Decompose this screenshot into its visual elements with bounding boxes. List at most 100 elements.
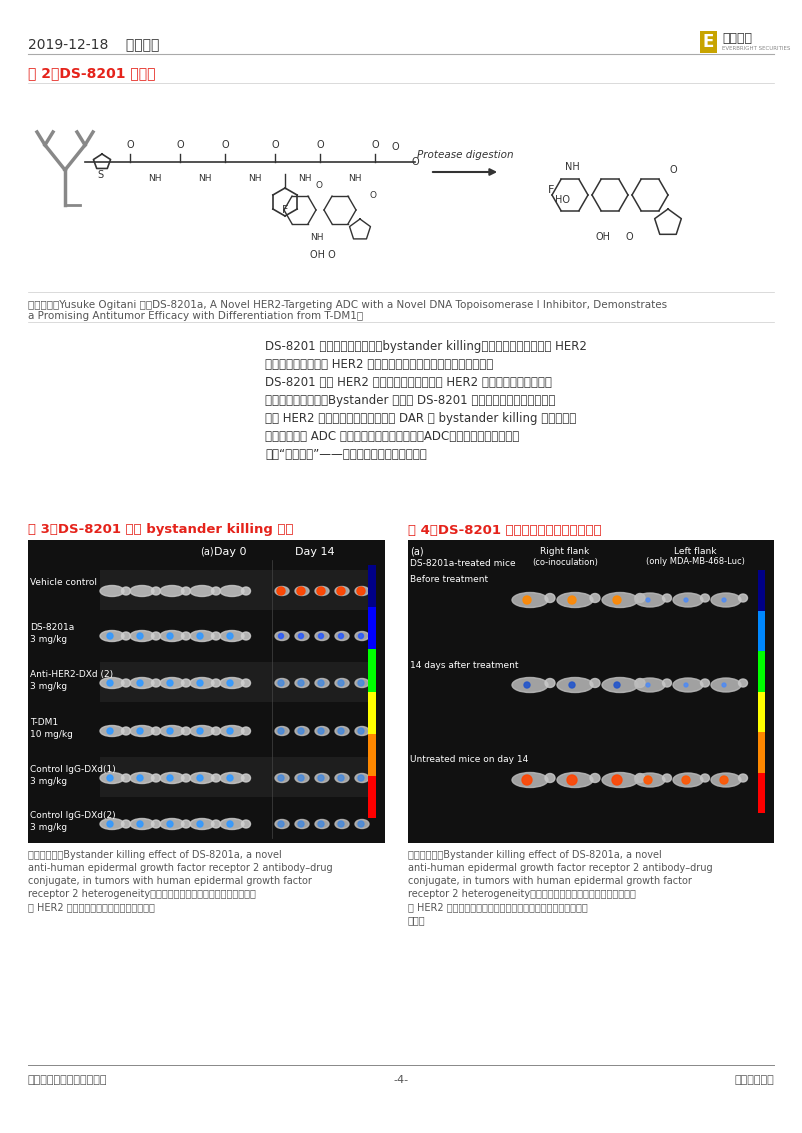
Circle shape: [298, 680, 304, 685]
Text: O: O: [126, 140, 134, 150]
Text: OH O: OH O: [310, 250, 336, 259]
Ellipse shape: [275, 631, 289, 640]
Circle shape: [107, 729, 113, 734]
Circle shape: [318, 775, 324, 781]
FancyBboxPatch shape: [368, 734, 376, 776]
Text: DS-8201a-treated mice: DS-8201a-treated mice: [410, 560, 516, 569]
Text: conjugate, in tumors with human epidermal growth factor: conjugate, in tumors with human epiderma…: [28, 876, 312, 886]
Ellipse shape: [700, 679, 710, 687]
Circle shape: [722, 598, 726, 602]
Text: 图 3：DS-8201 具有 bystander killing 效果: 图 3：DS-8201 具有 bystander killing 效果: [28, 523, 294, 537]
FancyBboxPatch shape: [758, 570, 765, 611]
Ellipse shape: [160, 630, 184, 641]
Ellipse shape: [700, 594, 710, 602]
Text: Untreated mice on day 14: Untreated mice on day 14: [410, 756, 529, 765]
Circle shape: [227, 729, 233, 734]
Ellipse shape: [602, 678, 638, 692]
Text: DS-8201 实现了旁观者杀伤（bystander killing）效果，不仅可以杀伤 HER2: DS-8201 实现了旁观者杀伤（bystander killing）效果，不仅…: [265, 340, 587, 353]
Ellipse shape: [557, 593, 593, 607]
Ellipse shape: [220, 818, 244, 829]
Circle shape: [722, 683, 726, 687]
Circle shape: [197, 633, 203, 639]
Text: conjugate, in tumors with human epidermal growth factor: conjugate, in tumors with human epiderma…: [408, 876, 692, 886]
Text: anti-human epidermal growth factor receptor 2 antibody–drug: anti-human epidermal growth factor recep…: [28, 863, 333, 874]
Text: F: F: [282, 205, 289, 215]
Ellipse shape: [635, 678, 665, 692]
Text: OH: OH: [595, 232, 610, 242]
Text: NH: NH: [348, 174, 362, 184]
Ellipse shape: [355, 819, 369, 828]
Text: 资料来源：《Bystander killing effect of DS-8201a, a novel: 资料来源：《Bystander killing effect of DS-820…: [408, 850, 662, 860]
Circle shape: [227, 775, 233, 781]
Text: 10 mg/kg: 10 mg/kg: [30, 730, 73, 739]
Text: S: S: [97, 170, 103, 180]
Text: (a): (a): [200, 547, 213, 557]
FancyBboxPatch shape: [368, 649, 376, 691]
Ellipse shape: [241, 679, 250, 687]
Ellipse shape: [635, 773, 665, 787]
Ellipse shape: [160, 678, 184, 689]
Ellipse shape: [190, 586, 214, 596]
Ellipse shape: [152, 587, 160, 595]
Ellipse shape: [635, 679, 645, 688]
Circle shape: [107, 775, 113, 781]
Circle shape: [523, 596, 531, 604]
FancyBboxPatch shape: [368, 607, 376, 649]
Ellipse shape: [295, 631, 309, 640]
Ellipse shape: [121, 587, 131, 595]
Text: O: O: [625, 232, 633, 242]
Text: O: O: [411, 157, 419, 167]
Text: Anti-HER2-DXd (2): Anti-HER2-DXd (2): [30, 670, 113, 679]
Text: 图 4：DS-8201 不具有远程杀伤肿瘾的效果: 图 4：DS-8201 不具有远程杀伤肿瘾的效果: [408, 523, 602, 537]
Ellipse shape: [152, 774, 160, 782]
Text: 处细胞无杀伤效果。Bystander 效果使 DS-8201 具有杀伤异质性较强的肿瘾: 处细胞无杀伤效果。Bystander 效果使 DS-8201 具有杀伤异质性较强…: [265, 394, 555, 407]
Ellipse shape: [662, 679, 671, 687]
Ellipse shape: [100, 773, 124, 784]
Circle shape: [568, 596, 576, 604]
Circle shape: [614, 682, 620, 688]
Ellipse shape: [275, 679, 289, 688]
Ellipse shape: [181, 820, 191, 828]
Text: Control IgG-DXd(2): Control IgG-DXd(2): [30, 811, 115, 820]
Text: O: O: [316, 140, 324, 150]
Text: 资料来源：《Bystander killing effect of DS-8201a, a novel: 资料来源：《Bystander killing effect of DS-820…: [28, 850, 282, 860]
Ellipse shape: [181, 727, 191, 735]
Ellipse shape: [335, 726, 349, 735]
Text: HO: HO: [555, 195, 570, 205]
Circle shape: [167, 680, 173, 685]
Ellipse shape: [212, 632, 221, 640]
Ellipse shape: [190, 678, 214, 689]
Text: 3 mg/kg: 3 mg/kg: [30, 823, 67, 832]
Text: Protease digestion: Protease digestion: [417, 150, 513, 160]
Ellipse shape: [220, 725, 244, 736]
Circle shape: [167, 633, 173, 639]
FancyBboxPatch shape: [368, 776, 376, 818]
Circle shape: [107, 633, 113, 639]
Ellipse shape: [635, 594, 645, 603]
Ellipse shape: [275, 726, 289, 735]
Ellipse shape: [160, 725, 184, 736]
Ellipse shape: [315, 774, 329, 783]
Ellipse shape: [711, 593, 741, 607]
Ellipse shape: [557, 678, 593, 692]
Text: Day 0: Day 0: [214, 547, 246, 557]
Ellipse shape: [635, 593, 665, 607]
Text: NH: NH: [148, 174, 162, 184]
Ellipse shape: [100, 725, 124, 736]
Text: O: O: [370, 190, 377, 199]
Text: O: O: [271, 140, 279, 150]
Ellipse shape: [121, 679, 131, 687]
FancyBboxPatch shape: [368, 691, 376, 734]
Circle shape: [646, 683, 650, 687]
Text: 敬请参阅最后一页特别声明: 敬请参阅最后一页特别声明: [28, 1075, 107, 1085]
Ellipse shape: [275, 587, 289, 596]
Circle shape: [227, 680, 233, 685]
Circle shape: [167, 729, 173, 734]
Circle shape: [277, 587, 285, 595]
Circle shape: [318, 729, 324, 734]
Text: （如 HER2 低表达）的潜力。（关于 DAR 和 bystander killing 的介绍，详: （如 HER2 低表达）的潜力。（关于 DAR 和 bystander kill…: [265, 412, 577, 425]
Circle shape: [107, 821, 113, 827]
Ellipse shape: [295, 679, 309, 688]
Circle shape: [522, 775, 532, 785]
Ellipse shape: [662, 594, 671, 602]
